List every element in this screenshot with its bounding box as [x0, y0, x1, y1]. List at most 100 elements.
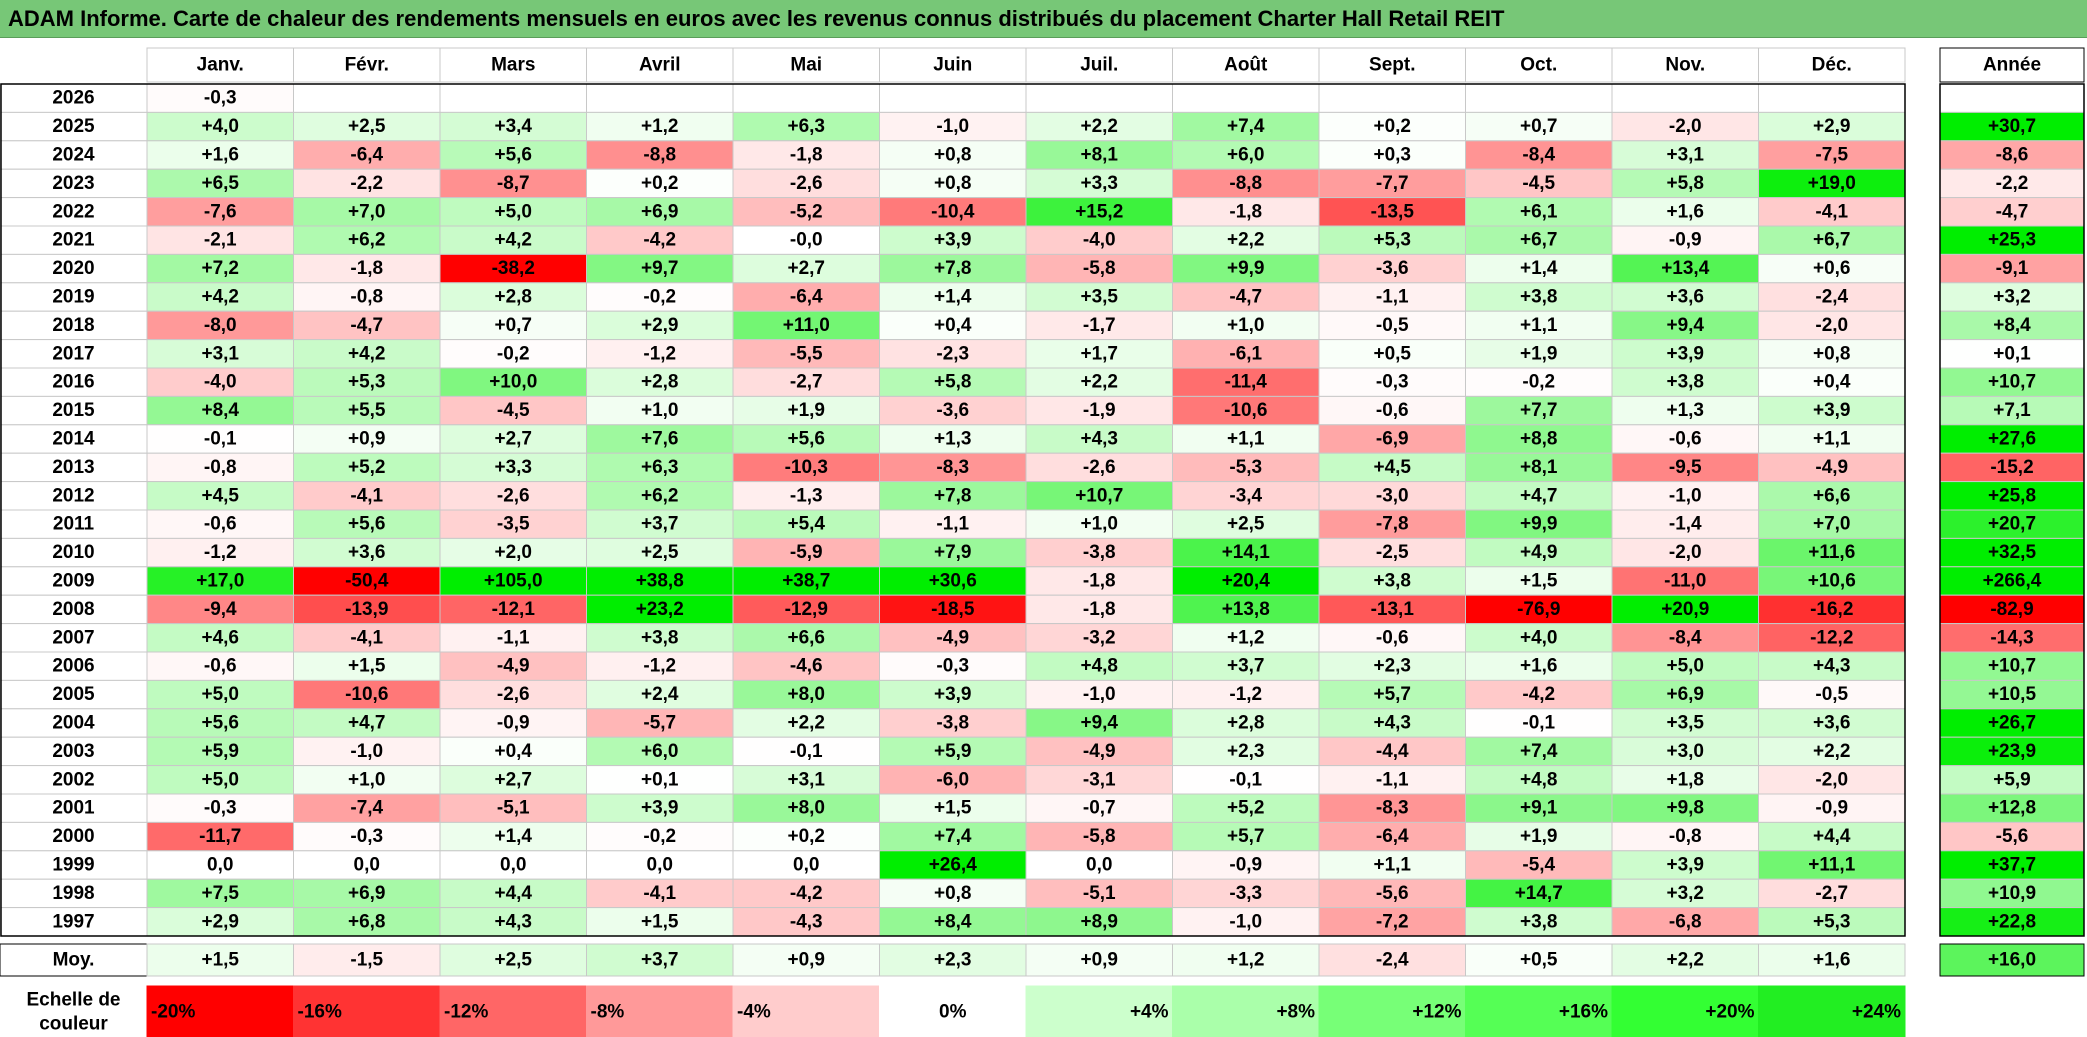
heatmap-cell-value: -8,3 [936, 457, 969, 478]
heatmap-cell-value: +3,1 [1666, 145, 1704, 166]
year-cell [0, 282, 148, 312]
average-cell [586, 943, 734, 977]
scale-swatch [1758, 985, 1906, 1037]
heatmap-cell [1025, 907, 1173, 937]
heatmap-cell-value: +5,7 [1227, 826, 1265, 847]
heatmap-cell-value: -0,1 [790, 741, 823, 762]
heatmap-cell-value: +5,8 [1666, 173, 1704, 194]
heatmap-cell-value: +9,7 [641, 258, 679, 279]
heatmap-cell-value: -1,8 [1083, 571, 1116, 592]
scale-swatch-label: 0% [939, 1002, 967, 1023]
heatmap-cell-value: +6,6 [787, 627, 825, 648]
heatmap-cell-value: +7,7 [1520, 400, 1558, 421]
heatmap-cell-value: +5,0 [201, 769, 239, 790]
heatmap-cell-value: -2,7 [1815, 883, 1848, 904]
heatmap-cell-value: +8,8 [1520, 429, 1558, 450]
heatmap-cell-value: -0,1 [1229, 769, 1262, 790]
heatmap-cell [1172, 111, 1320, 142]
annual-cell-value: +37,7 [1988, 855, 2036, 876]
heatmap-cell-value: -1,0 [1229, 911, 1262, 932]
heatmap-cell-value: +5,6 [494, 145, 532, 166]
heatmap-cell-value: +3,6 [1666, 287, 1704, 308]
heatmap-cell [1611, 878, 1759, 909]
heatmap-cell [586, 765, 734, 795]
average-cell [1025, 943, 1173, 977]
heatmap-cell-value: -4,1 [350, 485, 383, 506]
heatmap-cell [1318, 225, 1466, 255]
heatmap-cell-value: -3,6 [1376, 258, 1409, 279]
heatmap-cell-value: +8,4 [934, 911, 972, 932]
heatmap-cell-value: +0,8 [934, 145, 972, 166]
heatmap-cell [146, 679, 294, 710]
heatmap-cell-value: +0,8 [934, 883, 972, 904]
average-cell [1465, 943, 1613, 977]
heatmap-cell [146, 708, 294, 738]
annual-cell [1939, 310, 2085, 341]
heatmap-cell-value: +7,0 [348, 201, 386, 222]
heatmap-cell [732, 509, 880, 539]
annual-border [1939, 83, 2085, 937]
heatmap-cell [879, 424, 1027, 454]
heatmap-cell-value: -4,0 [204, 372, 237, 393]
heatmap-cell [1758, 793, 1906, 823]
heatmap-cell [1025, 83, 1173, 113]
heatmap-cell-value: +0,2 [787, 826, 825, 847]
heatmap-cell-value: +1,0 [348, 769, 386, 790]
heatmap-cell-value: -12,1 [492, 599, 536, 620]
heatmap-cell-value: +7,6 [641, 429, 679, 450]
heatmap-cell-value: +0,4 [1813, 372, 1851, 393]
scale-swatch [1025, 985, 1173, 1037]
heatmap-cell-value: -7,7 [1376, 173, 1409, 194]
heatmap-cell-value: +4,0 [201, 116, 239, 137]
heatmap-cell-value: -5,8 [1083, 258, 1116, 279]
average-cell [1611, 943, 1759, 977]
scale-swatch-label: +16% [1559, 1002, 1608, 1023]
heatmap-cell-value: -50,4 [345, 571, 389, 592]
year-label: 2024 [52, 145, 95, 166]
year-label: 2004 [52, 713, 95, 734]
month-header-label: Juil. [1080, 55, 1118, 76]
heatmap-cell [1758, 821, 1906, 852]
heatmap-cell-value: +3,4 [494, 116, 532, 137]
heatmap-cell-value: -4,5 [1522, 173, 1555, 194]
heatmap-cell-value: -5,3 [1229, 457, 1262, 478]
heatmap-cell-value: -12,9 [785, 599, 828, 620]
heatmap-cell-value: +5,0 [494, 201, 532, 222]
heatmap-cell [879, 821, 1027, 852]
month-header-label: Déc. [1812, 55, 1852, 76]
annual-cell-value: +32,5 [1988, 542, 2037, 563]
heatmap-cell [732, 878, 880, 909]
heatmap-cell [146, 481, 294, 511]
heatmap-cell-value: -4,9 [1083, 741, 1116, 762]
heatmap-cell-value: +2,8 [494, 287, 532, 308]
year-cell [0, 168, 148, 199]
heatmap-cell-value: +3,6 [348, 542, 386, 563]
heatmap-cell-value: -1,9 [1083, 400, 1116, 421]
year-cell [0, 481, 148, 511]
heatmap-cell-value: +5,9 [934, 741, 972, 762]
heatmap-cell-value: +2,9 [641, 315, 679, 336]
heatmap-cell [293, 140, 441, 170]
heatmap-cell [439, 83, 587, 113]
heatmap-cell-value: +3,1 [787, 769, 825, 790]
heatmap-cell-value: -1,1 [497, 627, 530, 648]
heatmap-cell [1611, 793, 1759, 823]
annual-cell-value: +25,3 [1988, 230, 2036, 251]
heatmap-cell [1465, 821, 1613, 852]
annual-cell-value: +12,8 [1988, 798, 2036, 819]
heatmap-cell-value: +5,9 [201, 741, 239, 762]
year-label: 2014 [52, 429, 95, 450]
year-cell [0, 793, 148, 823]
heatmap-cell-value: +4,3 [1373, 713, 1411, 734]
average-cell-value: +1,6 [1813, 950, 1851, 971]
heatmap-cell-value: +4,2 [494, 230, 532, 251]
annual-cell-value: +3,2 [1993, 287, 2031, 308]
heatmap-cell-value: +3,2 [1666, 883, 1704, 904]
heatmap-cell-value: -8,4 [1522, 145, 1555, 166]
heatmap-cell-value: +3,3 [1080, 173, 1118, 194]
heatmap-cell-value: +1,4 [934, 287, 972, 308]
average-cell [146, 943, 294, 977]
annual-cell-value: +25,8 [1988, 485, 2036, 506]
heatmap-cell [732, 168, 880, 199]
heatmap-cell-value: -1,0 [350, 741, 383, 762]
